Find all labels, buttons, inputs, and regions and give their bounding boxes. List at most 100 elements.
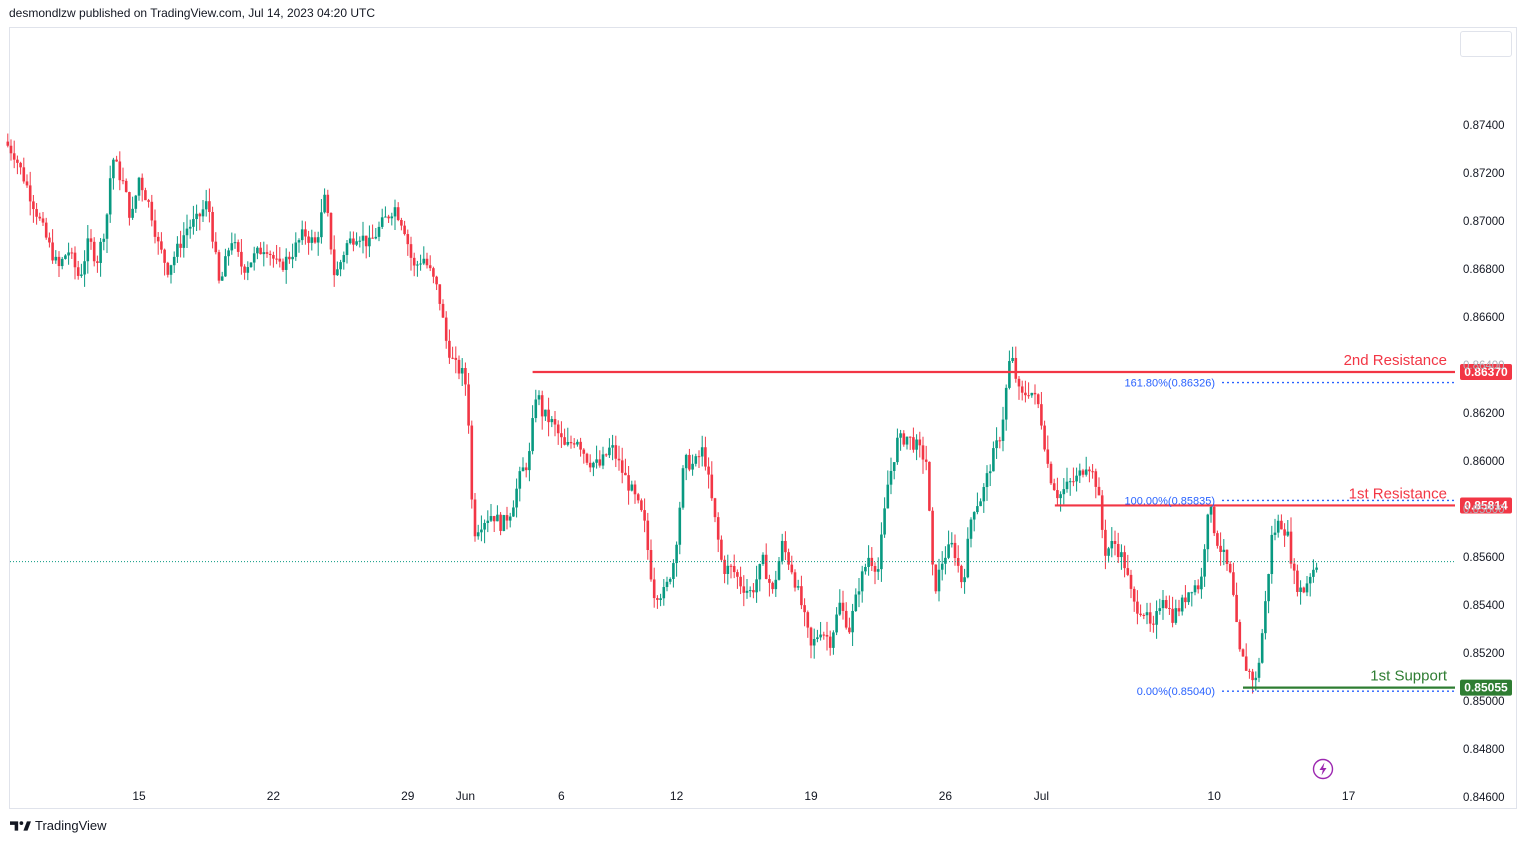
candle — [1097, 477, 1101, 496]
y-tick-label: 0.87400 — [1463, 120, 1505, 132]
candle-body — [627, 475, 630, 491]
x-tick-label: Jun — [456, 789, 475, 803]
candle — [835, 607, 838, 636]
candle-body — [1209, 506, 1213, 515]
candle — [1036, 393, 1040, 409]
candle — [880, 522, 883, 582]
candle-body — [864, 566, 867, 572]
candle-body — [764, 554, 768, 579]
candle-body — [444, 317, 448, 341]
candle — [499, 512, 502, 536]
candle-body — [102, 238, 106, 242]
candle — [982, 483, 986, 513]
candle-body — [281, 261, 285, 270]
candle — [1193, 580, 1197, 596]
candle — [771, 581, 774, 594]
candle-body — [1046, 449, 1050, 464]
candle — [1043, 420, 1046, 452]
candle-body — [80, 274, 83, 276]
level-name: 1st Support — [1370, 668, 1448, 685]
candle — [995, 427, 998, 459]
x-tick-label: 19 — [804, 789, 818, 803]
lightning-icon[interactable] — [1312, 758, 1334, 780]
x-tick-label: 15 — [132, 789, 146, 803]
candle — [822, 631, 826, 640]
candle-body — [656, 598, 659, 600]
candle-body — [1168, 608, 1171, 610]
candle — [556, 420, 560, 445]
chart-frame[interactable] — [9, 27, 1517, 809]
candle-body — [966, 538, 970, 578]
y-tick-label: 0.86800 — [1463, 264, 1505, 276]
candle — [937, 558, 941, 602]
candle-body — [1305, 583, 1309, 593]
candle — [576, 439, 579, 447]
candle — [684, 453, 688, 481]
candle — [1244, 643, 1248, 671]
candle — [131, 196, 134, 220]
candle — [1299, 580, 1302, 605]
candle-body — [1030, 392, 1034, 396]
candle — [694, 453, 698, 467]
candle-body — [1280, 520, 1283, 530]
candle-body — [1129, 574, 1133, 589]
candle — [22, 157, 26, 184]
candle — [1088, 466, 1091, 483]
candle-body — [83, 261, 86, 275]
candle-body — [921, 445, 925, 460]
candle — [160, 232, 163, 254]
candle-body — [1056, 490, 1059, 499]
candle-body — [297, 240, 301, 243]
candle-body — [912, 437, 915, 450]
candle — [444, 311, 448, 349]
candle-body — [230, 243, 234, 251]
candle — [252, 246, 256, 271]
candle-body — [1008, 361, 1011, 388]
candle-body — [889, 470, 893, 485]
candle-body — [934, 564, 938, 592]
footer-brand[interactable]: TradingView — [10, 818, 107, 833]
candle-body — [854, 594, 858, 611]
candle — [956, 545, 960, 573]
candle-body — [547, 409, 550, 423]
candle-body — [876, 569, 880, 572]
candle — [64, 254, 67, 260]
candle-body — [1264, 601, 1267, 634]
candle — [1001, 406, 1005, 452]
candle — [409, 236, 413, 271]
candle-body — [67, 252, 70, 256]
candle-body — [172, 256, 176, 266]
candle-body — [979, 501, 982, 507]
candle-body — [1126, 568, 1130, 575]
candle — [934, 564, 938, 594]
level-name: 2nd Resistance — [1344, 352, 1447, 369]
candle-body — [1312, 569, 1315, 577]
candle-body — [377, 226, 381, 237]
candle-body — [86, 238, 90, 262]
candle-body — [928, 461, 931, 511]
candle — [710, 461, 714, 501]
candle — [1225, 549, 1229, 571]
candle — [1273, 518, 1277, 541]
candle — [323, 188, 326, 214]
candle — [236, 239, 240, 257]
level-price-tag — [1460, 679, 1512, 696]
chart-options-box[interactable] — [1460, 31, 1512, 57]
candle-body — [137, 177, 141, 196]
candle — [1168, 595, 1171, 615]
candle — [1164, 595, 1168, 609]
candle — [1203, 544, 1206, 587]
candle — [150, 194, 154, 227]
candle-body — [9, 145, 13, 154]
candle-body — [1120, 552, 1123, 558]
candle-body — [569, 441, 573, 444]
candle-body — [1180, 597, 1184, 612]
candle — [748, 586, 752, 598]
candle — [265, 244, 269, 258]
candle-body — [160, 241, 163, 250]
candle — [1056, 477, 1059, 506]
candle — [1062, 478, 1066, 505]
candle-body — [265, 252, 269, 254]
candle-body — [704, 447, 707, 467]
